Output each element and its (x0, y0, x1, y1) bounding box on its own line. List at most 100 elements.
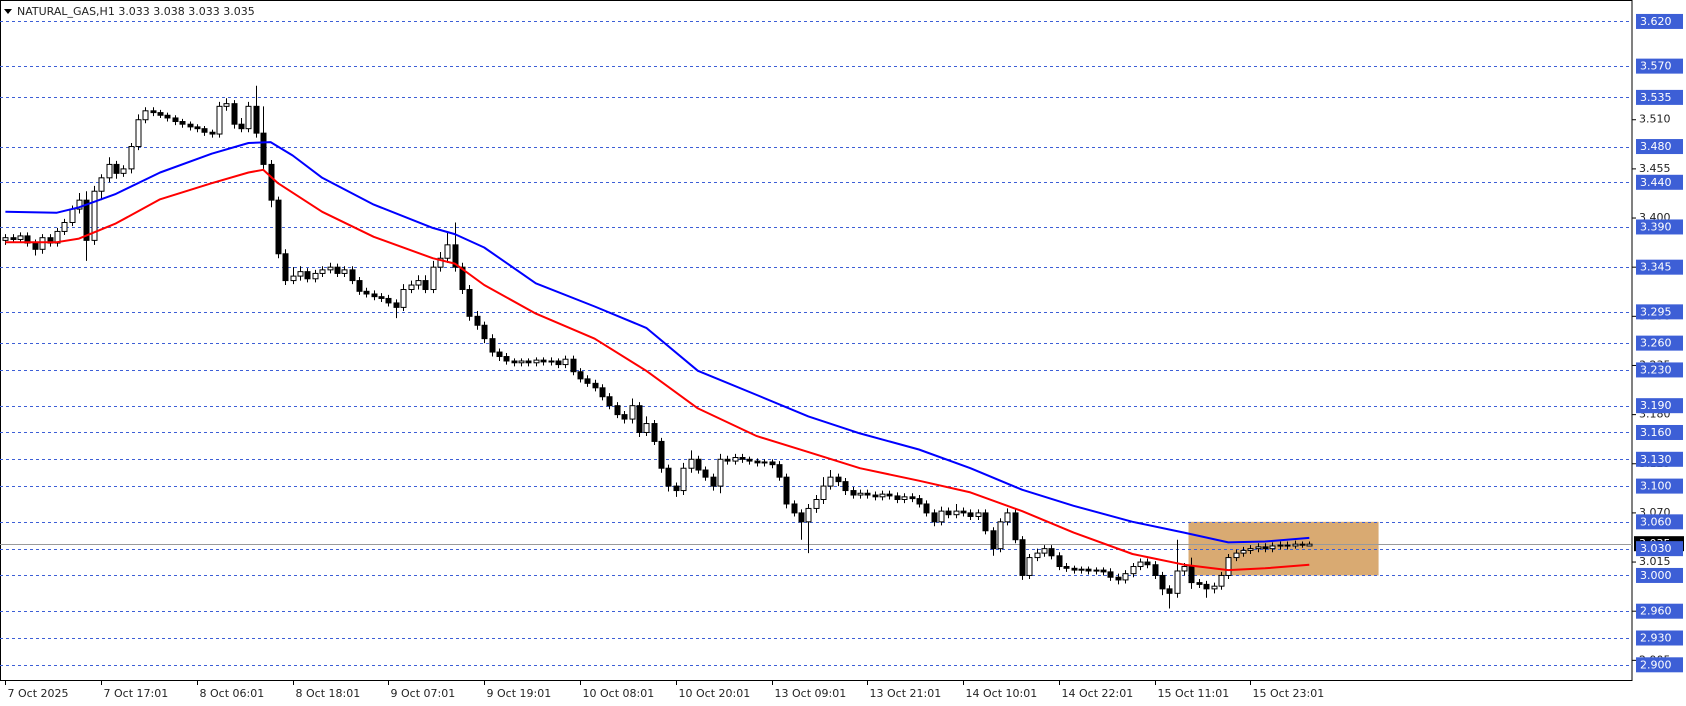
candle-body (385, 297, 392, 304)
level-label-box (1636, 424, 1683, 440)
candle-body (474, 315, 481, 326)
level-label: 3.190 (1640, 399, 1672, 412)
candle-body (909, 496, 916, 500)
candle-body (415, 280, 422, 286)
candle-body (98, 177, 105, 192)
plot-frame (0, 0, 1633, 681)
candle-body (710, 476, 717, 487)
candle-body (621, 414, 628, 420)
moving-average-line (5, 141, 1310, 544)
level-label: 3.620 (1640, 15, 1672, 28)
candle-body (253, 105, 260, 134)
candle-body (1019, 539, 1026, 576)
candle-body (1012, 512, 1019, 541)
candle-body (1137, 561, 1144, 568)
candle-body (614, 405, 621, 416)
y-tick-label: 3.510 (1639, 113, 1671, 126)
candle-body (260, 132, 267, 165)
candle-body (356, 280, 363, 292)
candle-body (1093, 569, 1100, 572)
candle-body (879, 493, 886, 498)
candle-body (982, 512, 989, 532)
candle-body (150, 110, 157, 114)
candle-body (489, 338, 496, 353)
candle-body (1218, 574, 1225, 587)
candle-body (960, 510, 967, 514)
candle-body (1225, 557, 1232, 576)
candle-body (1041, 548, 1048, 554)
candle-body (798, 512, 805, 523)
candle-body (157, 112, 164, 116)
candle-body (245, 105, 252, 130)
candle-body (319, 269, 326, 274)
candle-body (732, 457, 739, 462)
symbol-menu-arrow (4, 9, 12, 14)
candle-body (135, 119, 142, 148)
level-label-box (1636, 630, 1683, 646)
candle-body (142, 110, 149, 121)
candle-body (275, 199, 282, 255)
x-tick-label: 8 Oct 18:01 (296, 687, 361, 700)
candle-body (688, 458, 695, 469)
level-label: 3.160 (1640, 426, 1672, 439)
candle-body (945, 510, 952, 516)
candle-layer (2, 85, 1313, 609)
candle-body (739, 457, 746, 460)
candle-body (1004, 512, 1011, 523)
candle-body (1071, 567, 1078, 571)
level-label: 3.000 (1640, 569, 1672, 582)
candle-body (297, 271, 304, 277)
level-label-box (1636, 603, 1683, 619)
level-label-box (1636, 139, 1683, 155)
candle-body (304, 271, 311, 280)
x-tick-label: 7 Oct 2025 (8, 687, 69, 700)
level-label: 2.960 (1640, 605, 1672, 618)
level-label: 3.570 (1640, 60, 1672, 73)
candle-body (10, 237, 17, 240)
x-tick-label: 14 Oct 22:01 (1062, 687, 1134, 700)
candle-body (349, 269, 356, 282)
y-tick-label: 3.455 (1639, 162, 1671, 175)
chart-title: NATURAL_GAS,H1 3.033 3.038 3.033 3.035 (17, 5, 255, 18)
candle-body (658, 440, 665, 469)
candle-body (894, 495, 901, 501)
candle-body (39, 237, 46, 250)
candle-body (201, 128, 208, 133)
level-label-box (1636, 89, 1683, 105)
candle-body (61, 221, 68, 232)
candle-body (76, 199, 83, 210)
level-label-box (1636, 259, 1683, 275)
candle-body (606, 396, 613, 407)
candle-body (827, 476, 834, 487)
candle-body (931, 512, 938, 523)
candle-body (783, 476, 790, 505)
candle-body (172, 117, 179, 123)
level-label: 3.390 (1640, 220, 1672, 233)
candle-body (643, 423, 650, 433)
candle-body (1048, 548, 1055, 557)
candle-body (673, 485, 680, 492)
level-label: 3.060 (1640, 515, 1672, 528)
candle-body (1034, 552, 1041, 559)
candle-body (238, 123, 245, 130)
x-tick-label: 10 Oct 08:01 (583, 687, 655, 700)
candle-body (1299, 543, 1306, 546)
candle-body (1122, 573, 1129, 581)
x-tick-label: 8 Oct 06:01 (200, 687, 265, 700)
candle-body (702, 469, 709, 478)
level-label-box (1636, 13, 1683, 29)
axis-layer: 3.5103.4553.4003.3453.2903.2353.1803.125… (5, 13, 1684, 700)
level-label: 3.100 (1640, 480, 1672, 493)
candle-body (805, 507, 812, 523)
level-label: 3.130 (1640, 453, 1672, 466)
candle-body (216, 105, 223, 135)
candle-body (444, 244, 451, 259)
candle-body (1255, 546, 1262, 550)
candle-body (164, 114, 171, 119)
candle-body (511, 360, 518, 364)
candle-body (1107, 571, 1114, 578)
candle-body (400, 289, 407, 308)
candle-body (496, 351, 503, 358)
